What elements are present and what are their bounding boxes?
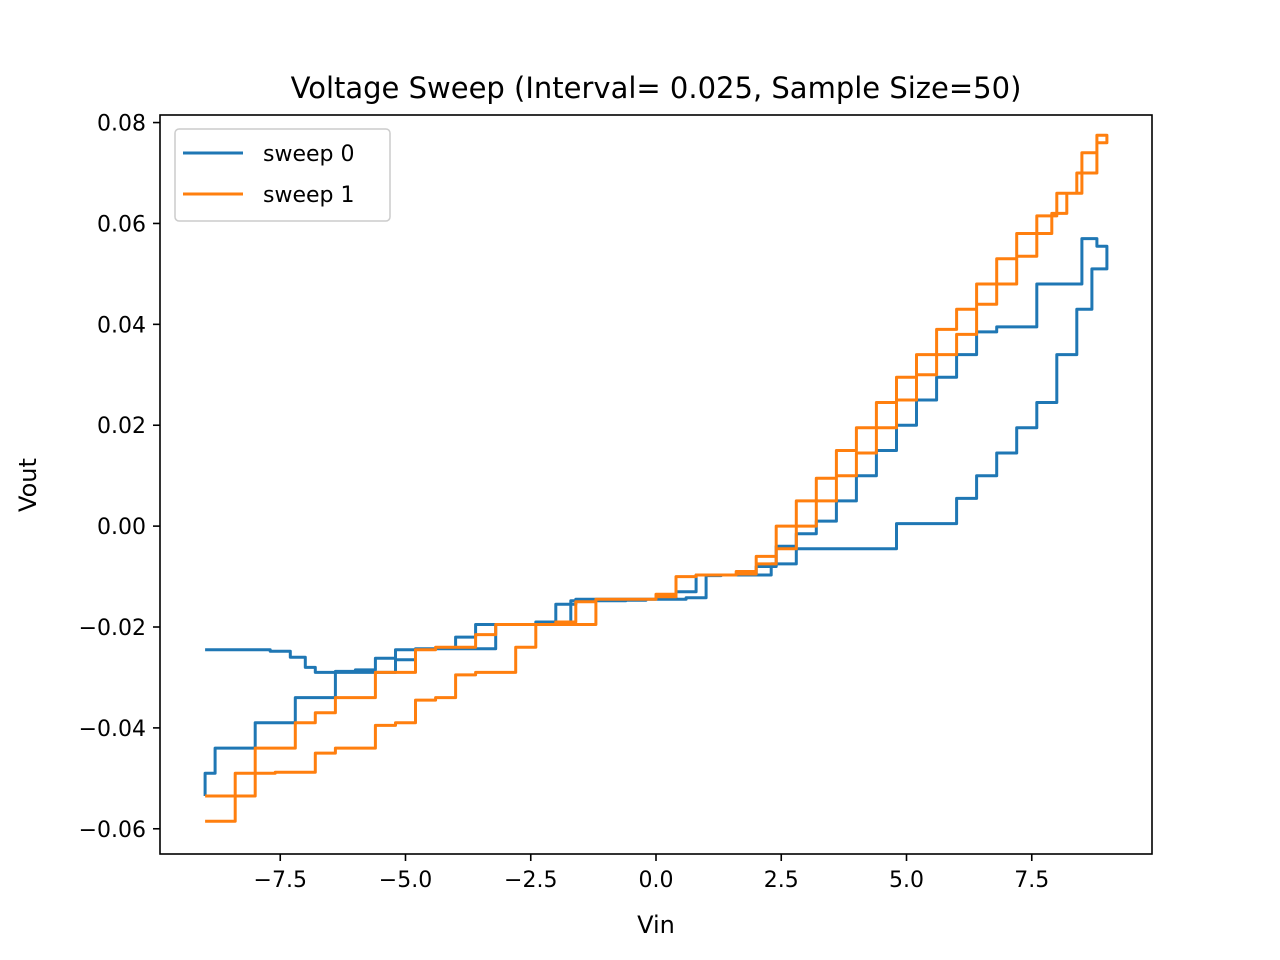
x-axis: −7.5 −5.0 −2.5 0.0 2.5 5.0 7.5 [254, 854, 1049, 893]
y-tick-label: 0.08 [97, 112, 146, 137]
x-tick-label: 5.0 [889, 868, 924, 893]
y-tick-label: 0.02 [97, 414, 146, 439]
series-line-sweep-1 [205, 133, 1109, 823]
x-axis-label: Vin [637, 911, 675, 939]
x-tick-label: −2.5 [504, 868, 557, 893]
x-tick-label: 2.5 [764, 868, 799, 893]
y-axis-label: Vout [14, 458, 42, 512]
x-tick-label: 7.5 [1014, 868, 1049, 893]
y-tick-label: 0.06 [97, 212, 146, 237]
y-tick-label: 0.00 [97, 515, 146, 540]
series-layer [203, 133, 1109, 823]
legend-label-sweep-0: sweep 0 [263, 142, 354, 167]
x-tick-label: 0.0 [639, 868, 674, 893]
x-tick-label: −7.5 [254, 868, 307, 893]
y-axis: −0.06 −0.04 −0.02 0.00 0.02 0.04 0.06 0.08 [79, 112, 160, 843]
y-tick-label: 0.04 [97, 313, 146, 338]
legend-label-sweep-1: sweep 1 [263, 183, 354, 208]
chart-title: Voltage Sweep (Interval= 0.025, Sample S… [291, 71, 1022, 105]
y-tick-label: −0.04 [79, 717, 146, 742]
legend: sweep 0 sweep 1 [174, 128, 391, 222]
y-tick-label: −0.02 [79, 616, 146, 641]
y-tick-label: −0.06 [79, 818, 146, 843]
x-tick-label: −5.0 [379, 868, 432, 893]
